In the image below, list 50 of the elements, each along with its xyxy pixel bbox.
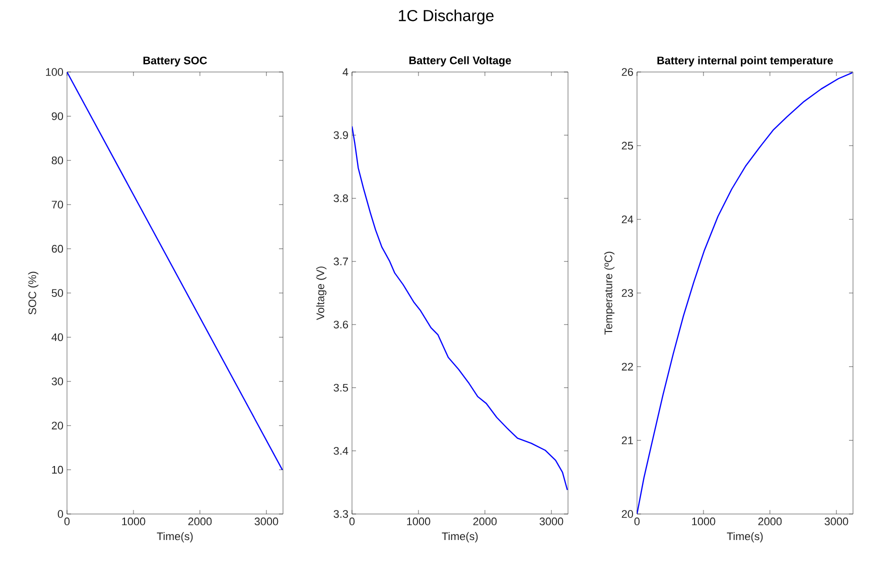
y-tick-label: 24: [622, 216, 634, 224]
x-tick-label: 1000: [692, 518, 716, 526]
y-tick-label: 0: [58, 510, 64, 518]
y-tick-label: 3.3: [334, 510, 348, 518]
y-tick-label: 3.9: [334, 131, 348, 140]
x-tick-label: 0: [64, 518, 70, 526]
y-tick-label: 3.7: [334, 258, 348, 266]
y-tick-label: 22: [622, 362, 633, 370]
x-tick-label: 1000: [407, 518, 430, 526]
y-tick-label: 40: [52, 333, 64, 342]
y-tick-label: 23: [622, 289, 633, 297]
y-tick-label: 50: [52, 289, 64, 297]
y-tick-label: 30: [52, 378, 64, 386]
x-tick-label: 3000: [540, 518, 564, 526]
y-tick-label: 90: [52, 112, 64, 120]
x-tick-label: 3000: [254, 518, 278, 526]
y-tick-label: 3.5: [334, 384, 348, 392]
y-tick-label: 3.6: [334, 320, 348, 328]
y-tick-label: 20: [52, 422, 64, 430]
x-tick-label: 2000: [188, 518, 212, 526]
x-tick-label: 3000: [824, 518, 848, 526]
line-series: [352, 126, 568, 491]
x-tick-label: 2000: [758, 518, 782, 526]
y-tick-label: 4: [342, 68, 348, 76]
y-tick-label: 3.8: [334, 194, 348, 202]
x-tick-label: 0: [634, 518, 640, 526]
text: 1C Discharge: [398, 10, 494, 24]
x-tick-label: 0: [349, 518, 355, 526]
y-tick-label: 20: [622, 510, 634, 518]
y-tick-label: 100: [46, 68, 64, 76]
x-axis-title: Time(s): [156, 532, 193, 542]
y-tick-label: 26: [622, 68, 633, 76]
y-tick-label: 60: [52, 244, 64, 253]
y-tick-label: 3.4: [334, 446, 348, 455]
y-tick-label: 70: [52, 200, 64, 208]
line-series: [637, 72, 853, 514]
chart-title: Battery SOC: [143, 56, 207, 66]
x-axis-title: Time(s): [726, 532, 763, 542]
y-axis-title: Voltage (V): [316, 266, 326, 320]
y-axis-title: SOC (%): [28, 272, 38, 314]
chart-title: Battery Cell Voltage: [409, 56, 511, 67]
y-tick-label: 80: [52, 156, 64, 164]
y-tick-label: 10: [52, 466, 64, 474]
x-tick-label: 2000: [473, 518, 497, 526]
chart-title: Battery internal point temperature: [657, 56, 833, 66]
x-axis-title: Time(s): [442, 532, 478, 542]
x-tick-label: 1000: [122, 518, 146, 526]
y-tick-label: 25: [622, 142, 634, 150]
y-tick-label: 21: [622, 436, 633, 444]
y-axis-title: Temperature (ºC): [604, 252, 614, 335]
